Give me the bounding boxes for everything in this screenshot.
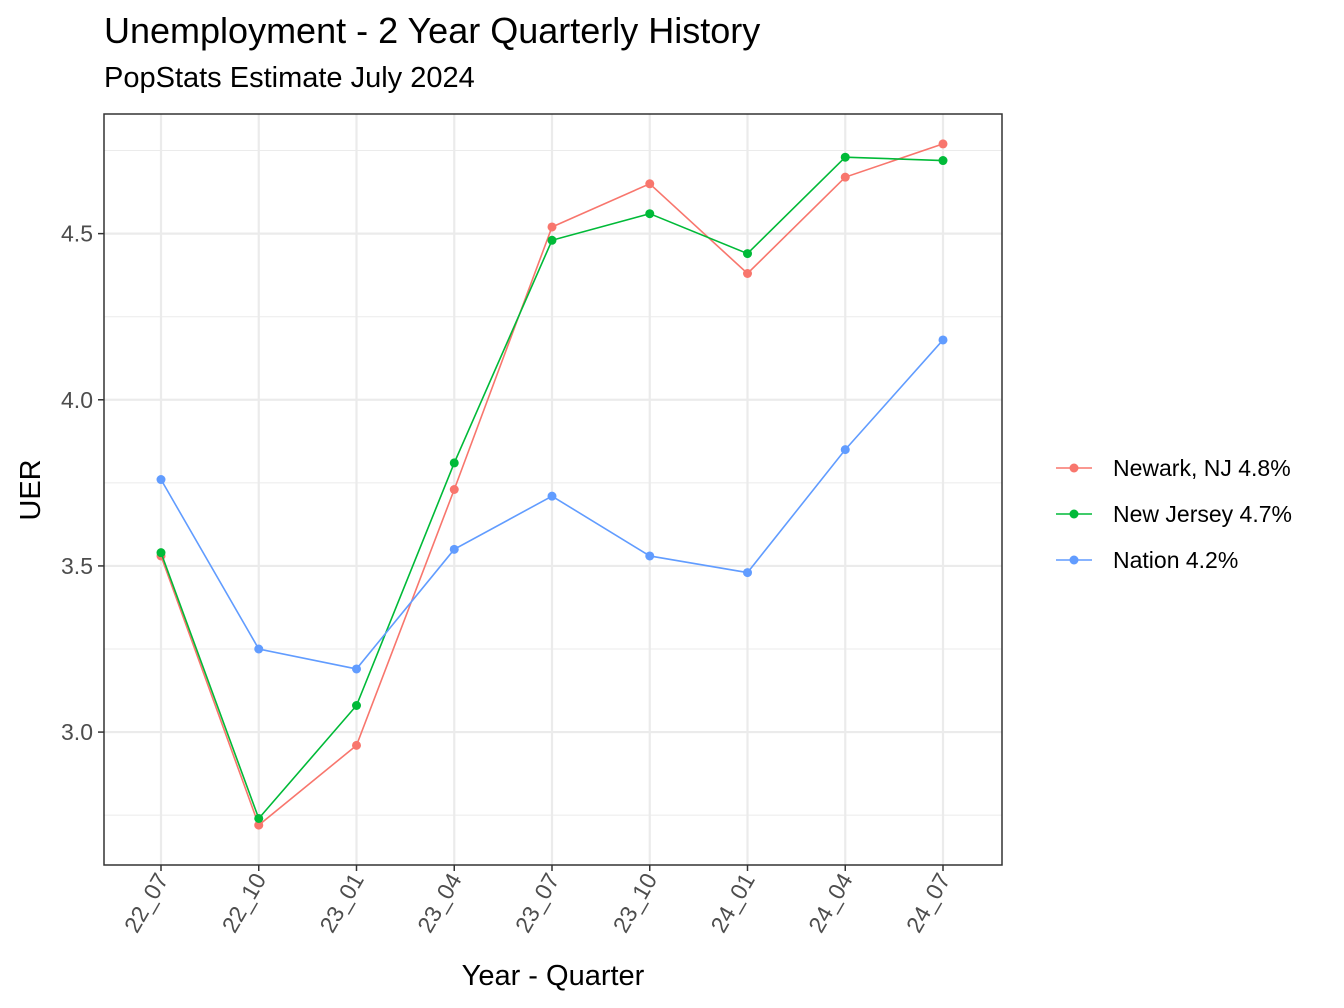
x-tick-label: 24_04: [803, 868, 858, 937]
data-point: [547, 222, 557, 232]
x-tick-label: 23_07: [510, 869, 565, 937]
data-point: [547, 491, 557, 501]
legend-key-point: [1069, 555, 1079, 565]
legend-label: Newark, NJ 4.8%: [1113, 455, 1291, 481]
legend-label: Nation 4.2%: [1113, 547, 1238, 573]
x-axis-title: Year - Quarter: [462, 960, 645, 992]
grid-lines: [104, 114, 1002, 865]
series-1: [156, 152, 948, 823]
data-point: [254, 644, 264, 654]
data-point: [352, 740, 361, 750]
y-axis-title: UER: [15, 459, 47, 520]
x-tick-label: 23_10: [608, 869, 663, 937]
data-point: [645, 179, 655, 189]
data-point: [352, 700, 361, 710]
y-tick-label: 4.5: [61, 221, 93, 247]
data-point: [449, 544, 459, 554]
x-tick-label: 22_10: [217, 869, 272, 937]
data-point: [254, 813, 264, 823]
legend-item: Nation 4.2%: [1056, 547, 1238, 573]
data-point: [938, 156, 948, 166]
series-layer: [156, 139, 948, 830]
x-tick-label: 24_07: [901, 869, 956, 937]
data-point: [840, 172, 850, 182]
data-point: [743, 269, 752, 279]
data-point: [938, 139, 948, 149]
y-tick-label: 4.0: [61, 387, 93, 413]
x-tick-label: 23_01: [314, 869, 369, 937]
legend-key-point: [1069, 463, 1079, 473]
data-point: [254, 820, 264, 830]
legend: Newark, NJ 4.8% New Jersey 4.7% Nation 4.2…: [1056, 455, 1292, 573]
data-point: [449, 485, 459, 494]
legend-item: New Jersey 4.7%: [1056, 501, 1292, 527]
data-point: [645, 551, 655, 561]
legend-label: New Jersey 4.7%: [1113, 501, 1292, 527]
data-point: [840, 445, 850, 455]
data-point: [938, 335, 948, 345]
x-tick-label: 24_01: [705, 869, 760, 937]
chart-subtitle: PopStats Estimate July 2024: [104, 62, 475, 94]
legend-item: Newark, NJ 4.8%: [1056, 455, 1291, 481]
series-2: [156, 335, 948, 674]
data-point: [449, 458, 459, 468]
x-tick-label: 23_04: [412, 868, 467, 937]
x-tick-label: 22_07: [119, 869, 174, 937]
data-point: [840, 152, 850, 162]
data-point: [743, 568, 752, 578]
plot-border: [103, 113, 1003, 866]
data-point: [743, 249, 752, 259]
data-point: [352, 664, 361, 674]
legend-key-point: [1069, 509, 1079, 519]
data-point: [547, 235, 557, 245]
y-axis: 3.0 3.5 4.0 4.5: [61, 221, 104, 745]
x-axis: 22_07 22_10 23_01 23_04 23_07 23_10 24_01 24_04…: [119, 865, 956, 937]
chart-title: Unemployment - 2 Year Quarterly History: [104, 10, 761, 51]
data-point: [156, 475, 166, 485]
y-tick-label: 3.0: [61, 719, 93, 745]
data-point: [645, 209, 655, 219]
data-point: [156, 548, 166, 558]
y-tick-label: 3.5: [61, 553, 93, 579]
